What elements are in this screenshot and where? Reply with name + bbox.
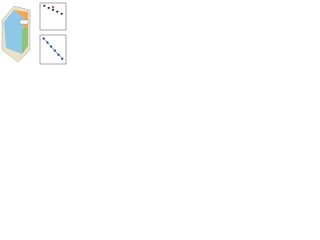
surface-green [22,26,28,54]
plot-frame [39,2,67,31]
plot-frame [39,34,67,65]
data-point [51,5,55,9]
data-point [61,57,64,60]
inset-label [19,19,29,25]
data-point [60,12,63,15]
fit-line [43,38,63,59]
data-point [42,37,45,40]
data-point [50,45,53,48]
data-point [53,49,56,52]
figure [1,2,67,65]
data-point [46,41,49,44]
data-point [47,6,50,9]
data-point [43,4,46,7]
surface-plot [1,5,31,63]
data-point [57,53,60,56]
data-point [51,8,55,11]
surface-blue [4,10,24,54]
data-point [56,10,59,13]
